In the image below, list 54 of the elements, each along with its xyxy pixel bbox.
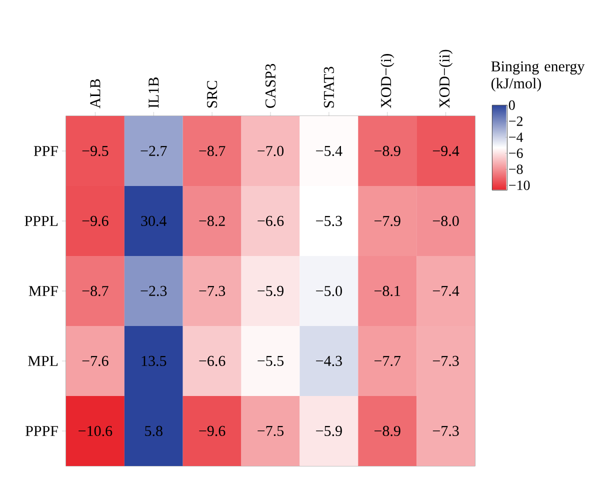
data-label: −9.6: [82, 216, 108, 226]
data-label: −9.6: [199, 426, 226, 436]
data-label: −10.6: [78, 426, 112, 436]
data-label: −7.3: [199, 286, 226, 296]
x-tick-label: CASP3: [265, 64, 276, 108]
data-label: −7.3: [432, 356, 459, 366]
data-label: −5.3: [316, 216, 342, 226]
color-bar-label: −8: [509, 164, 523, 174]
data-label: −5.9: [258, 286, 284, 296]
x-tick-label: ALB: [90, 79, 100, 108]
data-label: −8.9: [374, 146, 400, 156]
data-label: −2.3: [140, 286, 167, 296]
data-label: −9.4: [432, 146, 460, 156]
data-label: −8.9: [374, 426, 400, 436]
data-label: −7.3: [432, 426, 459, 436]
data-label: −5.0: [316, 286, 342, 296]
color-bar-label: −2: [509, 116, 522, 126]
data-label: −8.0: [432, 216, 459, 226]
x-tick-label: STAT3: [324, 66, 334, 108]
data-label: −5.5: [258, 356, 284, 366]
x-tick-label: SRC: [207, 80, 218, 108]
data-label: 5.8: [145, 426, 162, 436]
data-label: −8.7: [199, 146, 226, 156]
data-label: −7.4: [432, 286, 460, 296]
data-label: −7.7: [374, 356, 401, 366]
y-tick-label: PPPL: [24, 216, 58, 226]
data-label: −6.6: [199, 356, 226, 366]
data-label: −6.6: [258, 216, 284, 226]
color-bar-label: −10: [509, 180, 530, 190]
x-tick-label: XOD−(i): [380, 54, 394, 108]
data-label: −2.7: [140, 146, 167, 156]
data-label: −5.4: [316, 146, 342, 156]
y-tick-label: PPPF: [26, 426, 58, 436]
y-tick-label: MPF: [28, 286, 58, 296]
data-label: −7.0: [258, 146, 284, 156]
data-label: −4.3: [316, 356, 342, 366]
data-label: −8.7: [82, 286, 108, 296]
x-tick-label: IL1B: [148, 78, 159, 108]
data-label: −7.5: [258, 426, 284, 436]
data-label: −7.9: [374, 216, 400, 226]
color-bar-label: 0: [508, 100, 515, 110]
data-label: −5.9: [316, 426, 342, 436]
color-bar-label: −6: [509, 148, 523, 158]
data-label: −8.2: [199, 216, 225, 226]
color-bar-label: −4: [509, 132, 524, 142]
data-label: −7.6: [82, 356, 108, 366]
data-label: −8.1: [374, 286, 400, 296]
data-label: −9.5: [82, 146, 108, 156]
x-tick-label: XOD−(ii): [438, 50, 453, 108]
y-tick-label: MPL: [28, 356, 58, 366]
y-tick-label: PPF: [34, 146, 58, 156]
data-label: 13.5: [142, 356, 166, 366]
data-label: 30.4: [141, 216, 167, 226]
color-bar-title: Binging energy (kJ/mol): [491, 61, 585, 92]
